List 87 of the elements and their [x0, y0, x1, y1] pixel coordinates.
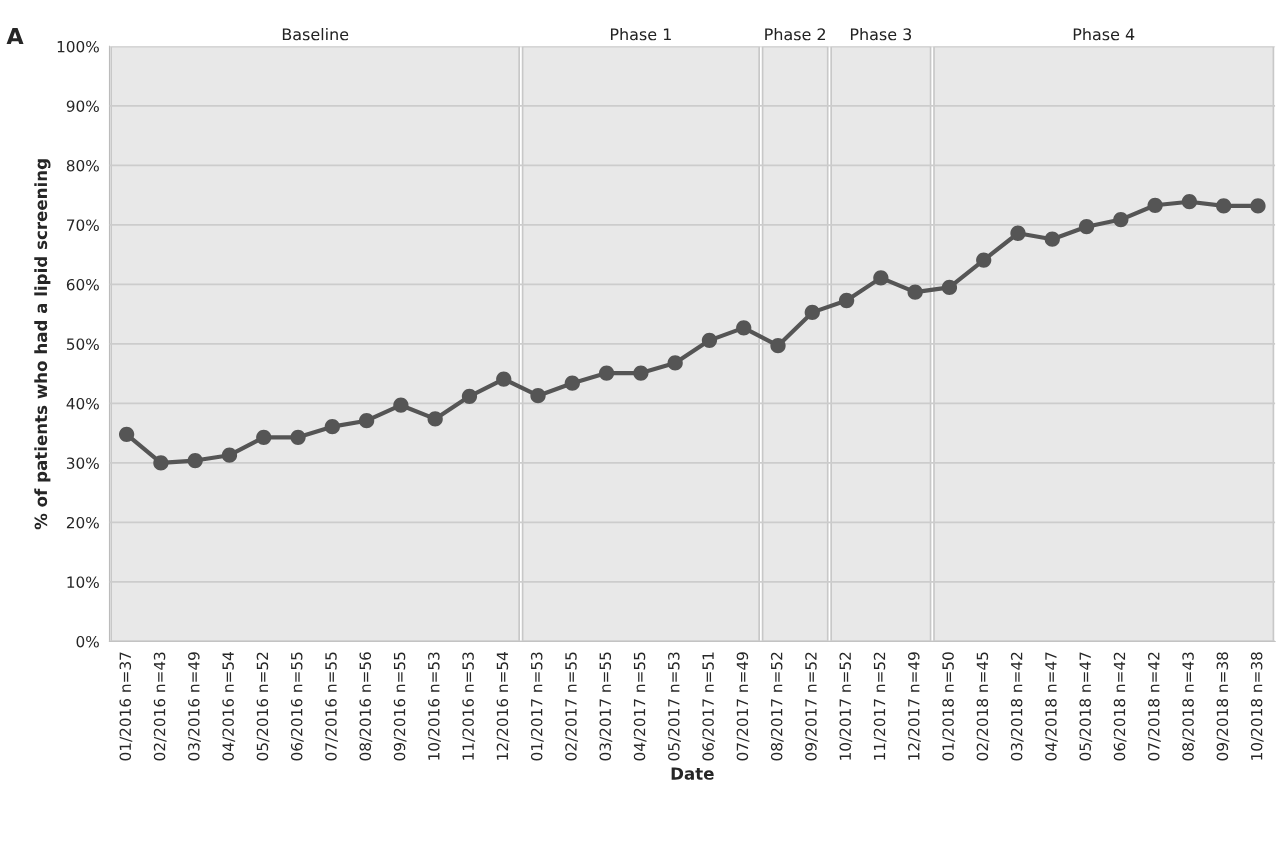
- point: [976, 252, 992, 268]
- x-tick-label: 07/2018 n=42: [1148, 652, 1161, 761]
- point: [461, 388, 478, 404]
- x-tick-label: 05/2016 n=52: [256, 652, 270, 761]
- point: [736, 320, 752, 336]
- point: [667, 355, 683, 371]
- x-tick-label: 02/2017 n=55: [565, 652, 578, 761]
- point: [873, 270, 889, 286]
- band-label: Baseline: [282, 27, 349, 41]
- x-tick-label: 12/2017 n=49: [908, 652, 921, 760]
- point: [324, 419, 340, 435]
- point: [1010, 225, 1026, 241]
- y-tick-label: 100%: [57, 40, 99, 53]
- point: [1044, 231, 1060, 247]
- point: [1181, 194, 1198, 210]
- x-tick-label: 06/2018 n=42: [1113, 652, 1127, 761]
- x-tick-label: 04/2016 n=54: [222, 652, 236, 761]
- point: [701, 332, 718, 348]
- band-label: Phase 3: [850, 27, 912, 41]
- point: [770, 338, 786, 354]
- y-tick-label: 0%: [76, 635, 99, 648]
- band-label: Phase 1: [610, 27, 671, 41]
- x-tick-label: 02/2018 n=45: [976, 652, 990, 761]
- x-tick-label: 03/2018 n=42: [1010, 652, 1024, 761]
- point: [941, 279, 958, 296]
- x-tick-label: 08/2017 n=52: [770, 652, 784, 761]
- band-label: Phase 4: [1073, 27, 1135, 41]
- point: [393, 397, 409, 413]
- x-tick-label: 09/2016 n=55: [393, 652, 407, 761]
- y-tick-label: 40%: [66, 397, 99, 410]
- y-tick-label: 80%: [66, 159, 99, 172]
- y-tick-label: 60%: [66, 278, 99, 291]
- x-tick-label: 03/2017 n=55: [599, 652, 613, 761]
- point: [1216, 198, 1232, 214]
- x-tick-label: 07/2016 n=55: [325, 652, 338, 761]
- x-tick-label: 07/2017 n=49: [736, 652, 750, 761]
- x-tick-label: 06/2017 n=51: [702, 652, 716, 761]
- x-tick-label: 12/2016 n=54: [496, 652, 510, 760]
- x-tick-label: 10/2018 n=38: [1250, 652, 1264, 760]
- x-tick-label: 09/2018 n=38: [1216, 652, 1230, 761]
- x-tick-label: 09/2017 n=52: [805, 652, 818, 761]
- x-tick-label: 06/2016 n=55: [290, 652, 304, 761]
- point: [564, 375, 580, 391]
- x-tick-label: 01/2018 n=50: [942, 652, 956, 761]
- x-tick-label: 02/2016 n=43: [153, 652, 167, 761]
- text: A: [6, 27, 24, 45]
- x-tick-label: 10/2017 n=52: [839, 652, 853, 760]
- x-tick-label: 08/2018 n=43: [1182, 652, 1196, 761]
- y-tick-label: 10%: [67, 576, 99, 588]
- y-tick-label: 30%: [66, 457, 99, 469]
- y-tick-label: 90%: [66, 100, 99, 112]
- x-tick-label: 11/2017 n=52: [873, 652, 887, 760]
- x-tick-label: 05/2018 n=47: [1079, 652, 1093, 761]
- point: [256, 429, 272, 445]
- point: [153, 455, 169, 471]
- point: [530, 388, 546, 404]
- x-tick-label: 08/2016 n=56: [359, 652, 373, 761]
- x-axis-title: Date: [671, 767, 714, 780]
- point: [496, 371, 512, 387]
- y-tick-label: 50%: [66, 338, 99, 350]
- point: [187, 452, 203, 469]
- x-tick-label: 10/2016 n=53: [428, 652, 441, 760]
- point: [633, 365, 649, 381]
- point: [838, 292, 855, 309]
- y-tick-label: 20%: [66, 516, 99, 529]
- point: [1147, 197, 1163, 213]
- point: [118, 426, 135, 443]
- point: [598, 365, 615, 381]
- point: [427, 411, 443, 427]
- x-tick-label: 04/2017 n=55: [633, 652, 647, 761]
- point: [1250, 198, 1266, 214]
- x-tick-label: 11/2016 n=53: [462, 652, 476, 760]
- point: [1113, 211, 1129, 228]
- point: [907, 284, 923, 300]
- y-axis-title: % of patients who had a lipid screening: [34, 159, 51, 530]
- band-label: Phase 2: [765, 27, 826, 41]
- x-tick-label: 05/2017 n=53: [668, 652, 681, 761]
- x-tick-label: 04/2018 n=47: [1045, 652, 1058, 761]
- point: [1078, 219, 1095, 235]
- point: [804, 304, 820, 321]
- x-tick-label: 03/2016 n=49: [188, 652, 201, 761]
- point: [221, 447, 238, 463]
- y-tick-label: 70%: [67, 219, 99, 231]
- x-tick-label: 01/2016 n=37: [119, 652, 133, 761]
- point: [290, 429, 306, 445]
- x-tick-label: 01/2017 n=53: [530, 652, 544, 761]
- point: [358, 413, 375, 429]
